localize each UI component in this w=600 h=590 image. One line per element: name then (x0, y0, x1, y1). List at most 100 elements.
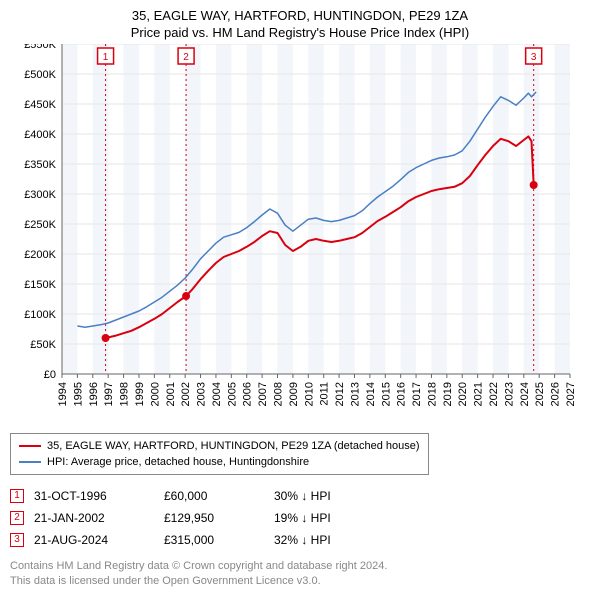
x-tick-label: 1994 (57, 382, 69, 406)
year-band (247, 44, 262, 374)
transaction-dot (182, 292, 190, 300)
year-band (370, 44, 385, 374)
x-tick-label: 2020 (457, 382, 469, 406)
transactions-table: 1 31-OCT-1996£60,00030% ↓ HPI 2 21-JAN-2002… (10, 485, 590, 551)
x-tick-label: 2007 (257, 382, 269, 406)
transaction-row: 1 31-OCT-1996£60,00030% ↓ HPI (10, 485, 590, 507)
x-tick-label: 2026 (550, 382, 562, 406)
transaction-delta: 32% ↓ HPI (274, 533, 384, 547)
x-tick-label: 2014 (365, 382, 377, 406)
x-tick-label: 1998 (119, 382, 131, 406)
svg-text:3: 3 (531, 52, 537, 63)
transaction-delta: 19% ↓ HPI (274, 511, 384, 525)
titles: 35, EAGLE WAY, HARTFORD, HUNTINGDON, PE2… (10, 8, 590, 40)
legend: 35, EAGLE WAY, HARTFORD, HUNTINGDON, PE2… (10, 433, 429, 475)
footer-line1: Contains HM Land Registry data © Crown c… (10, 559, 590, 574)
x-tick-label: 2008 (273, 382, 285, 406)
transaction-date: 31-OCT-1996 (34, 489, 164, 503)
x-tick-label: 2004 (211, 382, 223, 406)
year-band (124, 44, 139, 374)
year-band (185, 44, 200, 374)
x-tick-label: 1996 (88, 382, 100, 406)
y-tick-label: £550K (24, 44, 56, 51)
title-main: 35, EAGLE WAY, HARTFORD, HUNTINGDON, PE2… (10, 8, 590, 23)
transaction-date: 21-AUG-2024 (34, 533, 164, 547)
year-band (154, 44, 169, 374)
x-tick-label: 2005 (226, 382, 238, 406)
title-sub: Price paid vs. HM Land Registry's House … (10, 25, 590, 40)
transaction-marker-top: 3 (526, 48, 542, 64)
transaction-dot (530, 181, 538, 189)
transaction-marker-top: 1 (98, 48, 114, 64)
y-tick-label: £400K (24, 129, 56, 141)
x-tick-label: 2023 (503, 382, 515, 406)
x-tick-label: 2011 (319, 382, 331, 406)
x-tick-label: 2019 (442, 382, 454, 406)
svg-text:2: 2 (183, 52, 189, 63)
legend-row: 35, EAGLE WAY, HARTFORD, HUNTINGDON, PE2… (19, 438, 420, 454)
transaction-marker-top: 2 (178, 48, 194, 64)
year-band (216, 44, 231, 374)
y-tick-label: £50K (30, 339, 56, 351)
year-band (431, 44, 446, 374)
x-tick-label: 2022 (488, 382, 500, 406)
x-tick-label: 2015 (380, 382, 392, 406)
y-tick-label: £200K (24, 249, 56, 261)
legend-swatch (19, 461, 41, 463)
x-tick-label: 1997 (103, 382, 115, 406)
y-tick-label: £450K (24, 99, 56, 111)
transaction-row: 2 21-JAN-2002£129,95019% ↓ HPI (10, 507, 590, 529)
x-tick-label: 2027 (565, 382, 577, 406)
x-tick-label: 2006 (242, 382, 254, 406)
x-tick-label: 2017 (411, 382, 423, 406)
x-tick-label: 2010 (303, 382, 315, 406)
x-tick-label: 2002 (180, 382, 192, 406)
x-tick-label: 2012 (334, 382, 346, 406)
x-tick-label: 1999 (134, 382, 146, 406)
legend-row: HPI: Average price, detached house, Hunt… (19, 454, 420, 470)
y-tick-label: £150K (24, 279, 56, 291)
x-tick-label: 2001 (165, 382, 177, 406)
year-band (493, 44, 508, 374)
transaction-price: £315,000 (164, 533, 274, 547)
year-band (524, 44, 539, 374)
footer: Contains HM Land Registry data © Crown c… (10, 559, 590, 589)
x-tick-label: 2016 (396, 382, 408, 406)
transaction-badge: 3 (10, 533, 24, 547)
transaction-row: 3 21-AUG-2024£315,00032% ↓ HPI (10, 529, 590, 551)
footer-line2: This data is licensed under the Open Gov… (10, 574, 590, 589)
year-band (555, 44, 570, 374)
y-tick-label: £350K (24, 159, 56, 171)
chart: £0 £50K £100K £150K £200K £250K £300K £350K £400… (10, 44, 590, 427)
transaction-badge: 2 (10, 511, 24, 525)
transaction-delta: 30% ↓ HPI (274, 489, 384, 503)
x-tick-label: 2000 (149, 382, 161, 406)
transaction-dot (102, 334, 110, 342)
y-tick-label: £250K (24, 219, 56, 231)
page: 35, EAGLE WAY, HARTFORD, HUNTINGDON, PE2… (0, 0, 600, 590)
year-band (462, 44, 477, 374)
x-tick-label: 2018 (426, 382, 438, 406)
x-tick-label: 2009 (288, 382, 300, 406)
x-tick-label: 1995 (72, 382, 84, 406)
y-tick-label: £100K (24, 309, 56, 321)
transaction-date: 21-JAN-2002 (34, 511, 164, 525)
year-band (308, 44, 323, 374)
legend-label: 35, EAGLE WAY, HARTFORD, HUNTINGDON, PE2… (47, 438, 420, 454)
chart-svg: £0 £50K £100K £150K £200K £250K £300K £350K £400… (10, 44, 586, 422)
svg-text:1: 1 (103, 52, 109, 63)
x-tick-label: 2003 (196, 382, 208, 406)
transaction-badge: 1 (10, 489, 24, 503)
year-band (339, 44, 354, 374)
year-band (62, 44, 77, 374)
y-tick-label: £0 (44, 369, 56, 381)
legend-label: HPI: Average price, detached house, Hunt… (47, 454, 309, 470)
x-tick-label: 2024 (519, 382, 531, 406)
transaction-price: £129,950 (164, 511, 274, 525)
x-tick-label: 2013 (349, 382, 361, 406)
transaction-price: £60,000 (164, 489, 274, 503)
legend-swatch (19, 445, 41, 447)
year-band (401, 44, 416, 374)
x-tick-label: 2025 (534, 382, 546, 406)
y-tick-label: £300K (24, 189, 56, 201)
